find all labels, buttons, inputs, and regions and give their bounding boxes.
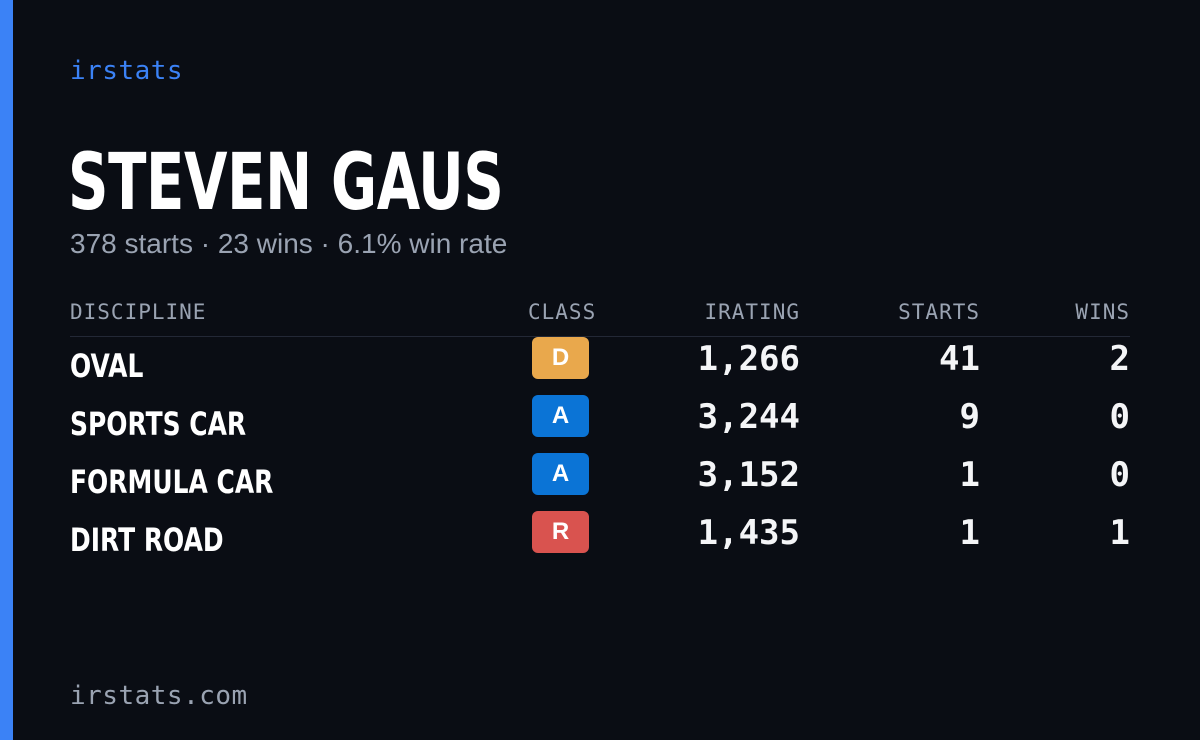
table-header: DISCIPLINE CLASS IRATING STARTS WINS [70,296,1130,337]
table-row: OVAL D 1,266 41 2 [70,337,1130,395]
wins-value: 2 [1109,339,1130,379]
stats-table: DISCIPLINE CLASS IRATING STARTS WINS OVA… [70,296,1130,569]
driver-name: STEVEN GAUS [68,138,504,228]
starts-value: 1 [959,455,980,495]
table-row: SPORTS CAR A 3,244 9 0 [70,395,1130,453]
driver-summary: 378 starts · 23 wins · 6.1% win rate [70,228,508,259]
column-header-irating: IRATING [704,300,800,324]
brand-logo: irstats [70,56,184,86]
column-header-class: CLASS [528,300,597,324]
irating-value: 1,266 [697,339,800,379]
irating-value: 3,152 [697,455,800,495]
column-header-discipline: DISCIPLINE [70,300,207,324]
table-row: DIRT ROAD R 1,435 1 1 [70,511,1130,569]
irating-value: 3,244 [697,397,800,437]
table-row: FORMULA CAR A 3,152 1 0 [70,453,1130,511]
starts-value: 1 [959,513,980,553]
discipline-name: OVAL [70,347,144,385]
class-badge: R [532,511,589,553]
wins-value: 1 [1109,513,1130,553]
column-header-starts: STARTS [898,300,980,324]
class-badge: A [532,395,589,437]
discipline-name: SPORTS CAR [70,405,247,443]
starts-value: 41 [939,339,980,379]
starts-value: 9 [959,397,980,437]
footer-url: irstats.com [70,681,248,711]
wins-value: 0 [1109,455,1130,495]
accent-bar [0,0,13,740]
wins-value: 0 [1109,397,1130,437]
discipline-name: DIRT ROAD [70,521,224,559]
column-header-wins: WINS [1075,300,1130,324]
class-badge: A [532,453,589,495]
irating-value: 1,435 [697,513,800,553]
class-badge: D [532,337,589,379]
discipline-name: FORMULA CAR [70,463,274,501]
